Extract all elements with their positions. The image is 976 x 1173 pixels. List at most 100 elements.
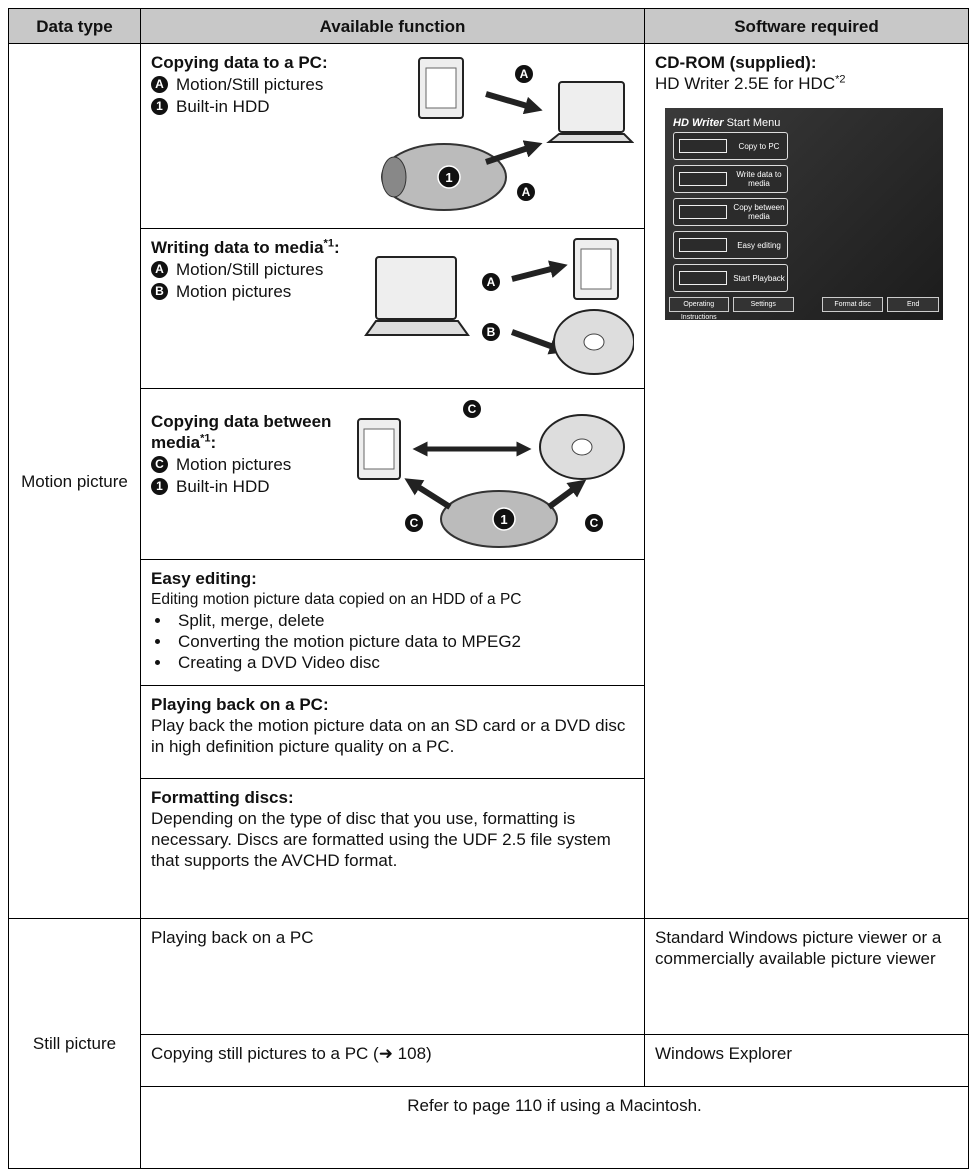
function-cell: Copying still pictures to a PC (➜ 108) <box>140 1034 645 1087</box>
marker-label: A <box>522 185 531 199</box>
laptop-screen <box>375 256 457 320</box>
function-title: Writing data to media*1: <box>151 237 351 258</box>
function: Writing data to media*1: A Motion/Still p… <box>151 237 634 380</box>
screenshot: HD Writer Start Menu Copy to PC Write da… <box>665 108 943 321</box>
title-text: Copying data between media <box>151 412 332 452</box>
marker: C <box>151 456 168 473</box>
function-cell: Playing back on a PC <box>140 918 645 1035</box>
laptop-screen <box>558 81 625 133</box>
row: Refer to page 110 if using a Macintosh. <box>9 1086 969 1169</box>
arrow <box>547 479 587 510</box>
menu-button-label: Start Playback <box>733 273 785 283</box>
item: C Motion pictures <box>151 454 351 475</box>
icon <box>679 139 727 153</box>
marker-label: A <box>520 67 529 81</box>
marker <box>585 514 603 532</box>
type-cell: Motion picture <box>8 43 141 919</box>
icon <box>679 271 727 285</box>
menu-button: Easy editing <box>673 231 788 259</box>
row: Easy editing: Editing motion picture dat… <box>9 559 969 686</box>
disc-hole <box>571 438 593 456</box>
function-cell: Easy editing: Editing motion picture dat… <box>140 559 645 686</box>
diagram: C C C 1 <box>357 400 625 548</box>
item-text: Motion pictures <box>176 282 292 301</box>
function-title: Easy editing: <box>151 569 257 588</box>
marker <box>517 183 535 201</box>
menu-button: Write data to media <box>673 165 788 193</box>
bullet-list: Split, merge, delete Converting the moti… <box>151 610 634 673</box>
disc-hole <box>583 333 605 351</box>
marker <box>482 323 500 341</box>
bullet: Converting the motion picture data to MP… <box>155 631 634 652</box>
header-cell: Data type <box>8 8 141 44</box>
software-title: CD-ROM (supplied): <box>655 53 817 72</box>
function-text: Writing data to media*1: A Motion/Still p… <box>151 237 351 380</box>
row: Copying still pictures to a PC (➜ 108) W… <box>9 1034 969 1087</box>
brand: HD Writer <box>673 117 724 129</box>
menu-button-label: Copy between media <box>733 203 785 221</box>
title-suffix: : <box>333 238 340 257</box>
item: B Motion pictures <box>151 281 351 302</box>
arrow <box>485 140 543 165</box>
function: Copying data to a PC: A Motion/Still pict… <box>151 52 634 220</box>
title-suffix: : <box>210 433 217 452</box>
function-description: Play back the motion picture data on an … <box>151 716 626 756</box>
item: 1 Built-in HDD <box>151 476 351 497</box>
arrow <box>510 329 568 355</box>
software-cell: Standard Windows picture viewer or a com… <box>644 918 969 1035</box>
function-cell: Playing back on a PC: Play back the moti… <box>140 685 645 779</box>
marker: A <box>151 261 168 278</box>
function-text: Copying data between media*1: C Motion pi… <box>151 411 351 551</box>
item-text: Motion pictures <box>176 455 292 474</box>
row: Still picture Playing back on a PC Stand… <box>8 918 969 1169</box>
arrow <box>485 91 543 115</box>
header-row: Data type Available function Software re… <box>8 8 969 44</box>
menu-button-label: Write data to media <box>736 170 782 188</box>
diagram: A B <box>364 238 634 375</box>
header-cell: Available function <box>140 8 645 44</box>
screenshot-footer: Operating Instructions Settings Format d… <box>669 297 939 321</box>
spacer <box>798 297 818 310</box>
function-text: Copying data to a PC: A Motion/Still pict… <box>151 52 351 220</box>
software-name: HD Writer 2.5E for HDC*2 <box>655 73 958 94</box>
footnote: *1 <box>323 237 334 250</box>
marker-label: C <box>590 516 599 530</box>
diagram: A A 1 <box>381 57 634 211</box>
software-cell: Windows Explorer <box>644 1034 969 1087</box>
footer-button: Format disc <box>821 297 884 312</box>
function-title: Formatting discs: <box>151 788 294 807</box>
item-text: Motion/Still pictures <box>176 260 324 279</box>
marker <box>463 400 481 418</box>
icon <box>679 205 727 219</box>
icon <box>679 172 727 186</box>
marker-label: 1 <box>445 170 452 185</box>
marker-label: B <box>487 325 496 339</box>
item: A Motion/Still pictures <box>151 259 351 280</box>
icon <box>679 238 727 252</box>
menu-button: Start Playback <box>673 264 788 292</box>
function-cell: Copying data between media*1: C Motion pi… <box>140 388 645 560</box>
marker <box>405 514 423 532</box>
item: A Motion/Still pictures <box>151 74 351 95</box>
camera-lens <box>381 156 407 198</box>
marker <box>482 273 500 291</box>
footnote: *1 <box>200 432 211 445</box>
bullet: Split, merge, delete <box>155 610 634 631</box>
row: Motion picture Copying data to a PC: A Mo… <box>8 43 969 919</box>
sd-label <box>425 67 457 109</box>
footer-button: Operating Instructions <box>669 297 729 321</box>
marker <box>515 65 533 83</box>
marker-label: A <box>487 275 496 289</box>
item: 1 Built-in HDD <box>151 96 351 117</box>
marker-label: 1 <box>500 512 507 527</box>
menu-button-label: Copy to PC <box>738 141 780 151</box>
sd-label <box>363 428 395 470</box>
item-text: Built-in HDD <box>176 97 270 116</box>
software-name-text: HD Writer 2.5E for HDC <box>655 74 836 93</box>
function-title: Copying data between media*1: <box>151 411 351 453</box>
software-table: Data type Available function Software re… <box>8 8 969 1169</box>
footer-button: End <box>887 297 939 312</box>
marker-label: C <box>410 516 419 530</box>
